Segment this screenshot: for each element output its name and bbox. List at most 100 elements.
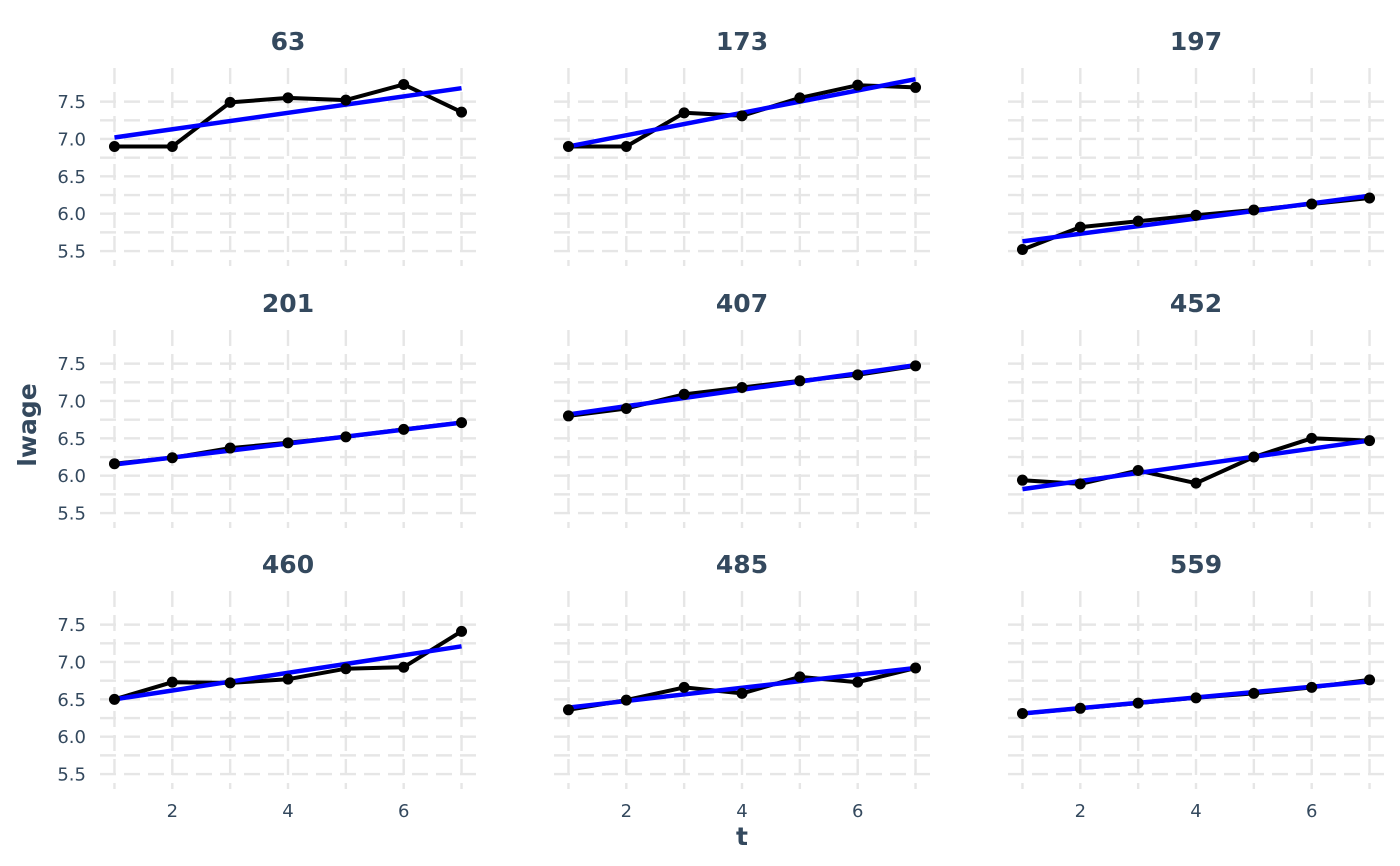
x-tick-label: 2 — [1075, 801, 1086, 822]
fit-line — [114, 85, 462, 140]
facet-panel-201: 201 5.5 6.0 6.5 7.0 7.5 — [57, 289, 476, 528]
facet-panel-173: 173 — [554, 27, 930, 266]
fit-line — [114, 644, 462, 702]
data-point — [736, 110, 748, 122]
data-point — [910, 81, 922, 93]
data-point — [562, 410, 574, 422]
data-point — [852, 79, 864, 91]
data-point — [1074, 702, 1086, 714]
facet-title: 63 — [271, 27, 306, 56]
facet-panel-197: 197 — [1008, 27, 1384, 266]
x-tick-label: 4 — [1190, 801, 1201, 822]
data-point — [166, 452, 178, 464]
data-point — [852, 676, 864, 688]
facet-panel-407: 407 — [554, 289, 930, 528]
data-point — [562, 140, 574, 152]
x-tick-label: 6 — [398, 801, 409, 822]
data-point — [224, 677, 236, 689]
data-point — [1016, 474, 1028, 486]
y-tick-label: 6.5 — [57, 429, 86, 450]
data-point — [340, 663, 352, 675]
facet-panel-452: 452 — [1008, 289, 1384, 528]
y-tick-label: 7.0 — [57, 129, 86, 150]
x-tick-label: 4 — [282, 801, 293, 822]
y-tick-label: 7.5 — [57, 92, 86, 113]
data-point — [1306, 198, 1318, 210]
facet-panel-63: 63 5.5 6.0 6.5 7.0 7.5 — [57, 27, 476, 266]
data-point — [1132, 215, 1144, 227]
facet-title: 460 — [262, 550, 314, 579]
y-tick-label: 7.5 — [57, 615, 86, 636]
data-point — [794, 375, 806, 387]
y-tick-label: 7.0 — [57, 652, 86, 673]
data-point — [678, 681, 690, 693]
data-point — [1016, 244, 1028, 256]
data-point — [620, 140, 632, 152]
data-point — [398, 423, 410, 435]
data-point — [1248, 687, 1260, 699]
facet-title: 452 — [1170, 289, 1222, 318]
data-point — [108, 693, 120, 705]
facet-panel-559: 559 2 4 6 — [1008, 550, 1384, 822]
data-point — [456, 625, 468, 637]
y-tick-label: 5.5 — [57, 504, 86, 525]
data-point — [794, 92, 806, 104]
data-point — [1190, 477, 1202, 489]
x-tick-label: 2 — [167, 801, 178, 822]
y-tick-label: 6.5 — [57, 690, 86, 711]
y-tick-label: 6.0 — [57, 727, 86, 748]
data-point — [456, 106, 468, 118]
data-point — [736, 382, 748, 394]
y-tick-label: 7.5 — [57, 354, 86, 375]
facet-title: 407 — [716, 289, 768, 318]
facet-title: 559 — [1170, 550, 1222, 579]
data-point — [736, 687, 748, 699]
data-point — [282, 437, 294, 449]
data-point — [620, 402, 632, 414]
facet-panel-485: 485 2 4 6 — [554, 550, 930, 822]
data-point — [678, 107, 690, 119]
data-point — [1016, 708, 1028, 720]
x-tick-label: 6 — [1306, 801, 1317, 822]
data-point — [224, 442, 236, 454]
y-tick-label: 6.5 — [57, 167, 86, 188]
data-point — [910, 360, 922, 372]
data-point — [620, 694, 632, 706]
y-tick-label: 5.5 — [57, 242, 86, 263]
data-point — [340, 431, 352, 443]
data-point — [910, 662, 922, 674]
facet-panel-460: 460 5.5 6.0 6.5 7.0 7.5 2 4 6 — [57, 550, 476, 822]
facet-title: 173 — [716, 27, 768, 56]
x-tick-label: 4 — [736, 801, 747, 822]
data-point — [456, 417, 468, 429]
y-tick-label: 5.5 — [57, 765, 86, 786]
data-point — [1306, 681, 1318, 693]
data-point — [1248, 451, 1260, 463]
x-tick-label: 2 — [621, 801, 632, 822]
data-point — [562, 704, 574, 716]
data-point — [224, 96, 236, 108]
data-point — [794, 671, 806, 683]
data-point — [1132, 697, 1144, 709]
data-point — [1306, 432, 1318, 444]
data-point — [282, 92, 294, 104]
data-point — [398, 661, 410, 673]
y-tick-label: 6.0 — [57, 466, 86, 487]
data-point — [1074, 478, 1086, 490]
data-point — [108, 458, 120, 470]
facet-title: 485 — [716, 550, 768, 579]
data-point — [678, 388, 690, 400]
facet-title: 201 — [262, 289, 314, 318]
data-point — [282, 673, 294, 685]
data-point — [166, 140, 178, 152]
data-point — [1132, 464, 1144, 476]
data-point — [1364, 192, 1376, 204]
data-point — [852, 369, 864, 381]
data-point — [166, 676, 178, 688]
y-tick-label: 7.0 — [57, 391, 86, 412]
x-axis-title: t — [736, 822, 748, 851]
y-axis-title: lwage — [13, 383, 42, 466]
x-tick-label: 6 — [852, 801, 863, 822]
panels-layer: 63 5.5 6.0 6.5 7.0 7.5 173 197 201 5.5 6.0 6.5 7.0 7.… — [57, 27, 1384, 822]
